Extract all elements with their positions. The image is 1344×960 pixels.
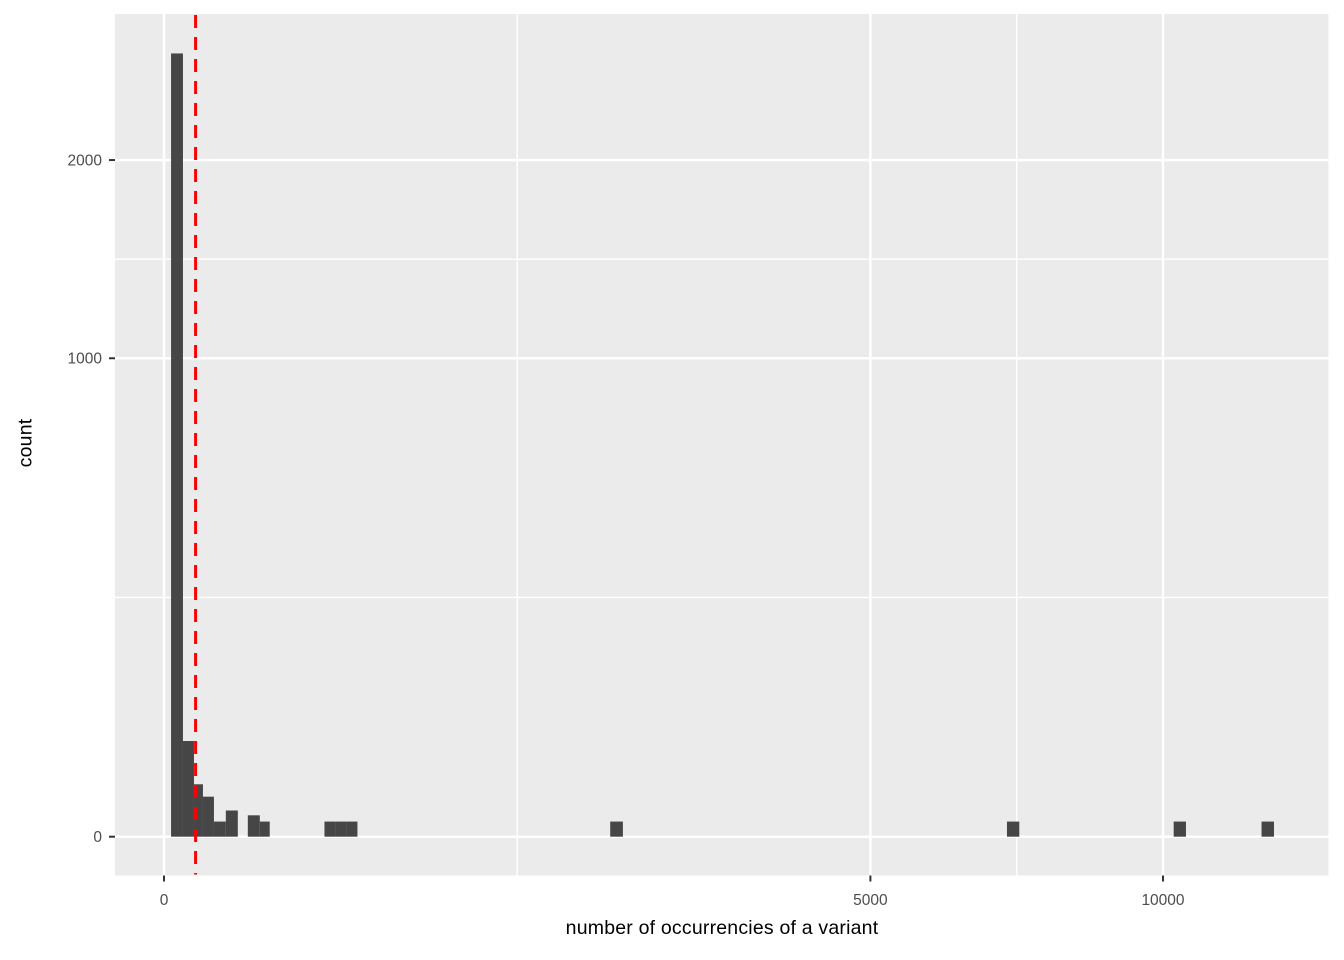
y-tick-label: 1000: [68, 351, 103, 368]
histogram-bar: [202, 796, 214, 837]
histogram-bar: [1006, 821, 1020, 837]
histogram-bar: [324, 821, 336, 837]
y-tick-label: 2000: [68, 153, 103, 170]
x-axis-title: number of occurrencies of a variant: [565, 917, 879, 939]
histogram-bar: [182, 741, 194, 837]
histogram-bar: [259, 821, 270, 837]
x-tick-label: 5000: [853, 892, 888, 909]
histogram-bar: [1173, 821, 1186, 837]
y-axis-title: count: [14, 418, 37, 468]
x-tick-label: 0: [160, 892, 169, 909]
histogram-bar: [225, 810, 238, 837]
histogram-bar: [247, 815, 260, 837]
x-tick-label: 10000: [1141, 892, 1184, 909]
histogram-bar: [1261, 821, 1274, 837]
histogram-bar: [610, 821, 623, 837]
histogram-bar: [346, 821, 358, 837]
y-tick-label: 0: [93, 829, 102, 846]
histogram-bar: [193, 784, 203, 837]
histogram-bar: [213, 821, 226, 837]
histogram-bar: [335, 821, 347, 837]
panel-background: [115, 14, 1329, 876]
histogram-bar: [171, 53, 183, 837]
